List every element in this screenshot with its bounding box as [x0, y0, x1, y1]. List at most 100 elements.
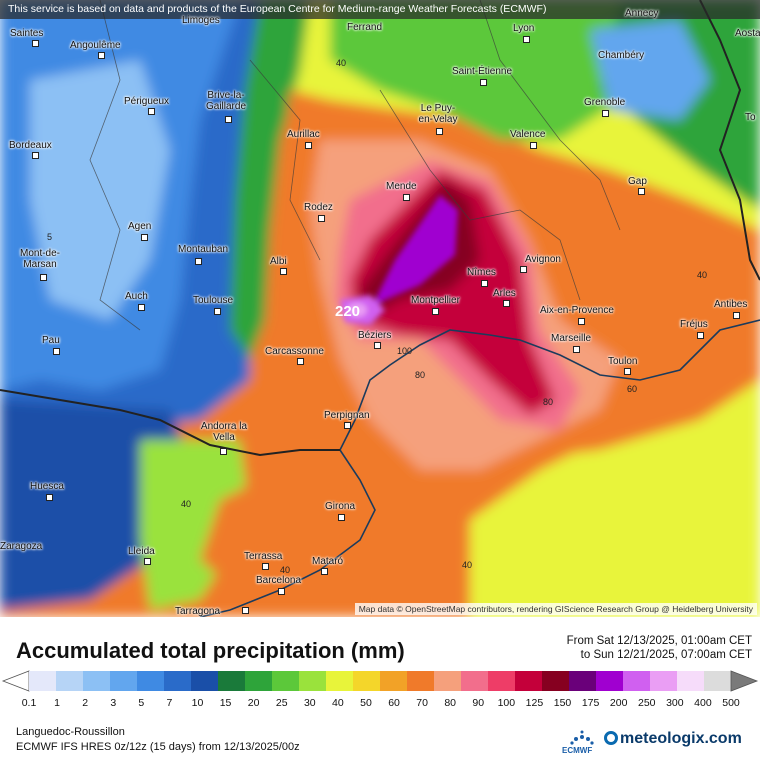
city-marker: [403, 194, 410, 201]
scale-tick-label: 100: [497, 697, 516, 709]
city-marker: [141, 234, 148, 241]
scale-left-arrow: [1, 670, 30, 692]
city-label: Angoulême: [70, 40, 121, 51]
city-label: Pau: [42, 335, 60, 346]
scale-tick-label: 125: [525, 697, 544, 709]
contour-label: 80: [543, 397, 554, 407]
city-label: Albi: [270, 256, 287, 267]
city-label: Béziers: [358, 330, 392, 341]
scale-tick-label: 80: [444, 697, 457, 709]
scale-tick-label: 1: [54, 697, 60, 709]
city-marker: [278, 588, 285, 595]
city-marker: [344, 422, 351, 429]
scale-color-cell: [380, 671, 408, 691]
city-label: Lyon: [513, 23, 535, 34]
scale-tick-label: 90: [472, 697, 485, 709]
scale-color-cell: [245, 671, 273, 691]
city-marker: [32, 40, 39, 47]
city-marker: [242, 607, 249, 614]
city-marker: [195, 258, 202, 265]
city-label: Toulouse: [193, 295, 234, 306]
scale-color-cell: [299, 671, 327, 691]
city-label: Andorra la Vella: [200, 421, 248, 443]
city-label: Aix-en-Provence: [540, 305, 614, 316]
contour-label: 40: [697, 270, 708, 280]
city-label: Toulon: [608, 356, 638, 367]
city-marker: [40, 274, 47, 281]
meteologix-logo-icon: [604, 731, 618, 745]
scale-color-cell: [677, 671, 705, 691]
city-label: Saintes: [10, 28, 44, 39]
city-marker: [578, 318, 585, 325]
scale-color-cell: [407, 671, 435, 691]
scale-tick-label: 10: [191, 697, 204, 709]
city-label: Agen: [128, 221, 152, 232]
scale-tick-label: 175: [581, 697, 600, 709]
map-credit: Map data © OpenStreetMap contributors, r…: [354, 603, 757, 615]
city-label: Annecy: [625, 8, 659, 19]
city-marker: [624, 368, 631, 375]
contour-label: 60: [627, 384, 638, 394]
scale-color-cell: [272, 671, 300, 691]
scale-color-cell: [83, 671, 111, 691]
contour-label: 40: [181, 499, 192, 509]
scale-color-cell: [650, 671, 678, 691]
city-marker: [32, 152, 39, 159]
scale-tick-label: 25: [275, 697, 288, 709]
city-label: Huesca: [30, 481, 64, 492]
scale-color-cell: [191, 671, 219, 691]
city-marker: [297, 358, 304, 365]
scale-tick-label: 400: [694, 697, 712, 709]
city-label: Brive-la-Gaillarde: [205, 90, 247, 112]
period-from: From Sat 12/13/2025, 01:00am CET: [566, 635, 752, 647]
max-value-label: 220: [335, 303, 361, 320]
contour-label: 40: [336, 58, 347, 68]
contour-label: 5: [47, 232, 53, 242]
city-label: Carcassonne: [265, 346, 324, 357]
scale-tick-label: 70: [416, 697, 428, 709]
city-label: Auch: [125, 291, 148, 302]
city-marker: [733, 312, 740, 319]
city-marker: [225, 116, 232, 123]
city-label: Aurillac: [287, 129, 320, 140]
city-marker: [480, 79, 487, 86]
scale-color-cell: [542, 671, 570, 691]
city-label: Fréjus: [680, 319, 708, 330]
contour-label: 80: [415, 370, 426, 380]
scale-color-cell: [704, 671, 732, 691]
city-label: Perpignan: [324, 410, 370, 421]
city-label: Grenoble: [584, 97, 626, 108]
meteologix-brand: meteologix.com: [620, 730, 742, 747]
scale-color-cell: [434, 671, 462, 691]
meteologix-logo[interactable]: meteologix.com: [604, 730, 742, 748]
city-marker: [321, 568, 328, 575]
scale-color-cell: [569, 671, 597, 691]
scale-tick-label: 60: [388, 697, 400, 709]
city-marker: [638, 188, 645, 195]
scale-tick-label: 0.1: [21, 697, 37, 709]
scale-color-cell: [29, 671, 57, 691]
city-marker: [53, 348, 60, 355]
scale-color-cell: [326, 671, 354, 691]
city-label: Terrassa: [244, 551, 283, 562]
city-label: Mont-de-Marsan: [19, 248, 60, 270]
city-label: Girona: [325, 501, 356, 512]
city-label: Nîmes: [467, 267, 496, 278]
city-marker: [573, 346, 580, 353]
scale-tick-label: 3: [110, 697, 117, 709]
city-label: Le Puy-en-Velay: [418, 103, 458, 125]
city-marker: [214, 308, 221, 315]
model-run-info: ECMWF IFS HRES 0z/12z (15 days) from 12/…: [16, 741, 300, 753]
scale-tick-label: 40: [332, 697, 344, 709]
scale-color-cell: [137, 671, 165, 691]
city-marker: [432, 308, 439, 315]
city-marker: [520, 266, 527, 273]
city-label: Antibes: [714, 299, 748, 310]
scale-color-cell: [353, 671, 381, 691]
scale-color-cell: [515, 671, 543, 691]
city-label: Montauban: [178, 244, 229, 255]
scale-tick-label: 30: [303, 697, 316, 709]
city-label: Avignon: [525, 254, 561, 265]
city-label: Limoges: [182, 15, 220, 26]
scale-tick-label: 5: [138, 697, 145, 709]
